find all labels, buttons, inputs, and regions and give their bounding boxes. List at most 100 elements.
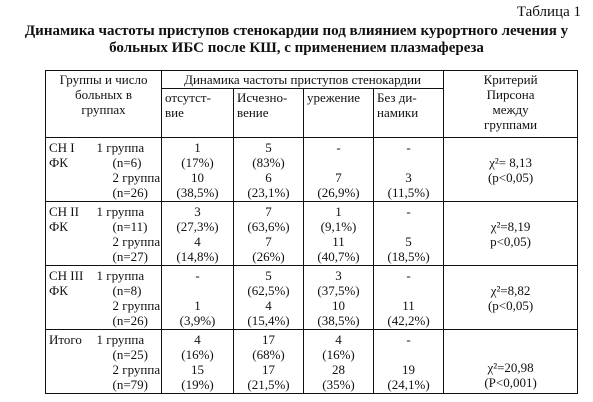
cell-nochange: - 5 (18,5%) (373, 201, 445, 266)
cell-absent: - 1 (3,9%) (161, 265, 235, 330)
cell-absent: 1 (17%) 10 (38,5%) (161, 137, 235, 202)
value: 1 (194, 298, 201, 313)
label-text: СН II (49, 204, 79, 219)
value: - (195, 268, 200, 283)
subgroup-name: 2 группа (112, 234, 161, 249)
section-subgroups: 1 группа (n=25) 2 группа (n=79) (93, 329, 163, 394)
value: (37,5%) (317, 283, 360, 298)
header-text: урежение (307, 90, 361, 105)
label-text: ФК (49, 219, 68, 234)
subgroup-count: (n=26) (112, 313, 149, 328)
value: 11 (332, 234, 345, 249)
value: 15 (191, 362, 205, 377)
value: 10 (332, 298, 346, 313)
value: - (336, 140, 341, 155)
value: 4 (194, 234, 201, 249)
header-text: Критерий (483, 72, 538, 87)
label-text: СН III (49, 268, 84, 283)
subgroup-name: 2 группа (112, 362, 161, 377)
value: 5 (265, 268, 272, 283)
cell-decrease: - 7 (26,9%) (303, 137, 375, 202)
header-row: Группы и число больных в группах Динамик… (44, 70, 579, 138)
value: - (406, 204, 411, 219)
value: 1 (335, 204, 342, 219)
section-row: СН III ФК 1 группа (n=8) 2 группа (n=26)… (45, 265, 579, 330)
cell-disappear: 7 (63,6%) 7 (26%) (233, 201, 305, 266)
value: 19 (402, 362, 416, 377)
value: 11 (402, 298, 415, 313)
section-row: СН I ФК 1 группа (n=6) 2 группа (n=26) 1… (45, 137, 579, 202)
header-text: Без ди- (377, 90, 417, 105)
header-text: Группы и число (59, 72, 148, 87)
value: (68%) (252, 347, 285, 362)
value: 4 (335, 332, 342, 347)
value (377, 347, 440, 362)
label-text: СН I (49, 140, 75, 155)
value: 28 (332, 362, 346, 377)
cell-criterion: χ²=8,19 p<0,05) (443, 201, 579, 266)
subgroup-name: 1 группа (96, 268, 145, 283)
value: (11,5%) (387, 185, 430, 200)
value: - (406, 140, 411, 155)
chi-square-value: χ²=8,19 (490, 218, 531, 234)
subgroup-count: (n=6) (112, 155, 142, 170)
value: (14,8%) (176, 249, 219, 264)
value: (62,5%) (247, 283, 290, 298)
header-text: вение (237, 105, 269, 120)
header-text: группами (484, 117, 538, 132)
subgroup-count: (n=26) (112, 185, 149, 200)
value: 7 (335, 170, 342, 185)
cell-nochange: - 3 (11,5%) (373, 137, 445, 202)
value: (26,9%) (317, 185, 360, 200)
cell-criterion: χ²= 8,13 (p<0,05) (443, 137, 579, 202)
value: (15,4%) (247, 313, 290, 328)
section-label: Итого (45, 329, 94, 394)
header-col-disappear: Исчезно- вение (233, 88, 305, 138)
cell-criterion: χ²=20,98 (P<0,001) (443, 329, 579, 394)
chi-square-value: χ²=8,82 (490, 282, 531, 298)
value: (27,3%) (176, 219, 219, 234)
section-subgroups: 1 группа (n=8) 2 группа (n=26) (93, 265, 163, 330)
subgroup-count: (n=79) (112, 377, 149, 392)
value: (18,5%) (387, 249, 430, 264)
cell-disappear: 5 (83%) 6 (23,1%) (233, 137, 305, 202)
subgroup-count: (n=8) (112, 283, 142, 298)
value: (9,1%) (320, 219, 357, 234)
value: (23,1%) (247, 185, 290, 200)
subgroup-count: (n=25) (112, 347, 149, 362)
header-text: группах (81, 102, 126, 117)
header-text: Пирсона (486, 87, 535, 102)
cell-criterion: χ²=8,82 (p<0,05) (443, 265, 579, 330)
header-text: вие (165, 105, 184, 120)
value: 17 (262, 362, 276, 377)
value (377, 219, 440, 234)
subgroup-name: 1 группа (96, 332, 145, 347)
header-col-absent: отсутст- вие (161, 88, 235, 138)
value (377, 155, 440, 170)
header-text: больных в (75, 87, 132, 102)
subgroup-count: (n=11) (112, 219, 148, 234)
value: (24,1%) (387, 377, 430, 392)
value: (3,9%) (179, 313, 216, 328)
header-text: отсутст- (165, 90, 211, 105)
cell-decrease: 4 (16%) 28 (35%) (303, 329, 375, 394)
subgroup-name: 2 группа (112, 170, 161, 185)
chi-square-value: χ²= 8,13 (489, 154, 533, 170)
section-label: СН III ФК (45, 265, 94, 330)
p-value: p<0,05) (490, 233, 532, 249)
value: (38,5%) (317, 313, 360, 328)
label-text (49, 347, 91, 362)
title-line: больных ИБС после КШ, с применением плаз… (109, 40, 484, 56)
header-criterion: Критерий Пирсона между группами (443, 70, 579, 138)
value (165, 283, 230, 298)
header-subrow: отсутст- вие Исчезно- вение урежение Без… (46, 88, 578, 138)
value: (40,7%) (317, 249, 360, 264)
value: (42,2%) (387, 313, 430, 328)
header-groups: Группы и число больных в группах (44, 70, 163, 138)
section-label: СН I ФК (45, 137, 94, 202)
value: (19%) (181, 377, 214, 392)
chi-square-value: χ²=20,98 (487, 360, 534, 375)
header-col-decrease: урежение (303, 88, 375, 138)
cell-absent: 4 (16%) 15 (19%) (161, 329, 235, 394)
cell-nochange: - 19 (24,1%) (373, 329, 445, 394)
